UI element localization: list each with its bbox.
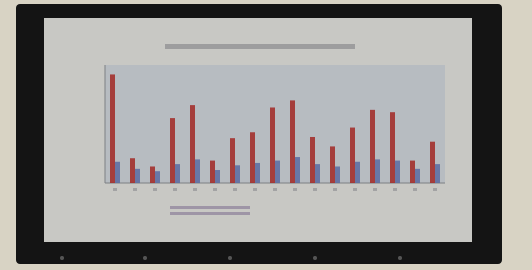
bar: [290, 100, 295, 183]
x-label-blur: [333, 188, 337, 191]
x-label-blur: [173, 188, 177, 191]
x-label-blur: [373, 188, 377, 191]
x-label-blur: [353, 188, 357, 191]
bar: [430, 142, 435, 183]
x-label-blur: [253, 188, 257, 191]
photo: [0, 0, 532, 270]
legend-blur: [170, 206, 250, 209]
button: [143, 256, 147, 260]
button: [398, 256, 402, 260]
bar: [210, 161, 215, 183]
bar: [195, 159, 200, 183]
x-label-blur: [213, 188, 217, 191]
x-label-blur: [433, 188, 437, 191]
bar: [255, 163, 260, 183]
x-label-blur: [153, 188, 157, 191]
button: [313, 256, 317, 260]
bar: [270, 107, 275, 183]
bar: [215, 170, 220, 183]
x-label-blur: [293, 188, 297, 191]
bar: [190, 105, 195, 183]
bar: [350, 128, 355, 183]
bar: [335, 166, 340, 183]
x-label-blur: [233, 188, 237, 191]
bar: [315, 164, 320, 183]
x-label-blur: [193, 188, 197, 191]
legend-blur: [170, 212, 250, 215]
button: [228, 256, 232, 260]
title-blur: [165, 44, 355, 49]
bar: [355, 162, 360, 183]
bar: [410, 161, 415, 183]
bar: [250, 132, 255, 183]
x-label-blur: [273, 188, 277, 191]
bar: [370, 110, 375, 183]
x-label-blur: [113, 188, 117, 191]
bar: [110, 74, 115, 183]
bar: [330, 146, 335, 183]
bar: [375, 159, 380, 183]
x-label-blur: [413, 188, 417, 191]
bar: [135, 169, 140, 183]
bar: [275, 161, 280, 183]
bar: [435, 164, 440, 183]
bar: [155, 171, 160, 183]
bar: [175, 164, 180, 183]
bar: [235, 165, 240, 183]
bar: [395, 161, 400, 183]
button: [60, 256, 64, 260]
x-label-blur: [133, 188, 137, 191]
bar: [115, 162, 120, 183]
bar: [310, 137, 315, 183]
bar: [415, 169, 420, 183]
bar: [390, 112, 395, 183]
bar: [295, 157, 300, 183]
bar: [230, 138, 235, 183]
bar: [150, 166, 155, 183]
x-label-blur: [393, 188, 397, 191]
bar: [130, 158, 135, 183]
bar: [170, 118, 175, 183]
x-label-blur: [313, 188, 317, 191]
